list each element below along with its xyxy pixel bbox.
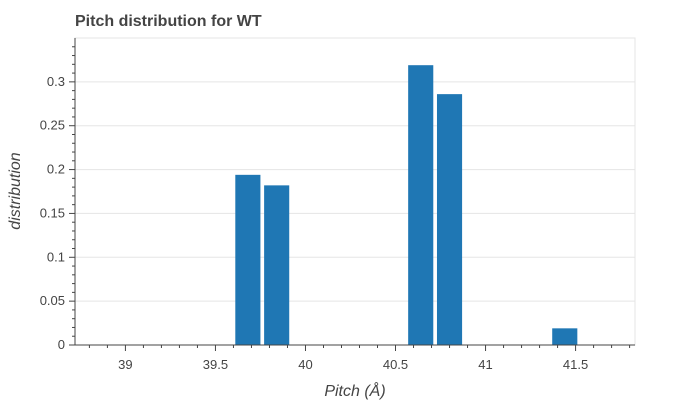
y-tick-label: 0.15 <box>40 205 65 220</box>
bar <box>235 174 261 345</box>
x-tick-label: 41.5 <box>563 357 588 372</box>
x-axis-label: Pitch (Å) <box>324 381 385 400</box>
axes <box>69 38 635 351</box>
y-tick-label: 0.3 <box>47 74 65 89</box>
bar <box>552 328 578 345</box>
x-tick-label: 39 <box>118 357 132 372</box>
y-tick-label: 0.1 <box>47 249 65 264</box>
y-tick-label: 0 <box>58 337 65 352</box>
grid-lines <box>75 81 635 302</box>
x-tick-labels: 39 39.5 40 40.5 41 41.5 <box>118 357 588 372</box>
bar <box>408 65 434 345</box>
y-tick-label: 0.25 <box>40 118 65 133</box>
bar <box>264 185 290 345</box>
bars <box>235 65 578 345</box>
bar <box>436 94 463 345</box>
y-axis-label: distribution <box>7 152 24 229</box>
y-tick-labels: 0 0.05 0.1 0.15 0.2 0.25 0.3 <box>40 74 65 352</box>
y-tick-label: 0.05 <box>40 293 65 308</box>
x-tick-label: 41 <box>478 357 492 372</box>
y-tick-label: 0.2 <box>47 162 65 177</box>
x-tick-label: 40.5 <box>383 357 408 372</box>
x-tick-label: 40 <box>298 357 312 372</box>
chart-title: Pitch distribution for WT <box>75 13 262 30</box>
x-tick-label: 39.5 <box>203 357 228 372</box>
